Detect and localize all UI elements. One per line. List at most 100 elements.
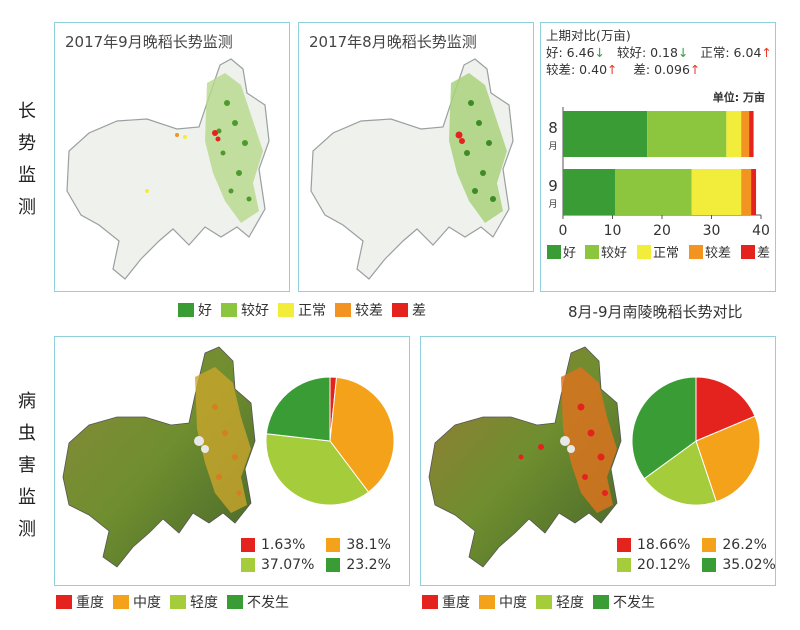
pie-labels-1: 1.63% 38.1% 37.07% 23.2% [241,537,391,573]
side-char: 势 [18,133,36,154]
pie-swatch [617,558,631,572]
legend-swatch [221,303,237,317]
bar-segment [741,169,752,215]
pie-chart-1 [265,376,395,506]
bar-segment [751,169,757,215]
category-label: 9 [548,177,558,195]
growth-legend: 好 较好 正常 较差 差 [178,300,435,320]
bar-segment [726,111,742,157]
legend-swatch [547,245,561,259]
legend-label: 轻度 [556,595,584,611]
legend-label: 重度 [442,595,470,611]
pie-value: 18.66% [637,537,691,553]
pie-label-item: 38.1% [326,537,391,553]
legend-item: 中度 [479,592,527,612]
legend-label: 轻度 [190,595,218,611]
pie-swatch [702,538,717,552]
x-tick-label: 20 [653,223,671,239]
bar-segment [691,169,742,215]
pie-value: 23.2% [346,557,391,573]
pie-value: 1.63% [261,537,306,553]
legend-label: 差 [757,246,770,261]
legend-swatch [479,595,495,609]
compare-item: 好: 6.46 [546,45,595,60]
legend-swatch [227,595,243,609]
legend-swatch [113,595,129,609]
legend-swatch [741,245,755,259]
legend-item: 不发生 [593,592,655,612]
side-char: 测 [18,197,36,218]
pie-value: 35.02% [722,557,776,573]
legend-swatch [170,595,186,609]
compare-item: 正常: 6.04 [700,45,762,60]
map-title: 2017年9月晚稻长势监测 [65,33,233,51]
legend-label: 差 [412,303,426,319]
pie-swatch [702,558,717,572]
pest-panel-1: 1.63% 38.1% 37.07% 23.2% [54,336,410,586]
arrow-down-icon: ↓ [677,45,689,60]
pie-slice [643,440,717,506]
side-char: 长 [18,101,36,122]
bar-segment [563,169,615,215]
map-panel-sep: 2017年9月晚稻长势监测 [54,22,290,292]
compare-summary: 上期对比(万亩) 好: 6.46↓ 较好: 0.18↓ 正常: 6.04↑ 较差… [546,27,772,78]
pie-label-item: 1.63% [241,537,314,553]
bar-segment [563,111,648,157]
legend-label: 较差 [705,246,731,261]
pie-label-item: 18.66% [617,537,690,553]
legend-item: 不发生 [227,592,289,612]
pie-swatch [241,558,255,572]
bar-segment [741,111,750,157]
pie-swatch [326,538,341,552]
compare-panel: 上期对比(万亩) 好: 6.46↓ 较好: 0.18↓ 正常: 6.04↑ 较差… [540,22,776,292]
legend-label: 正常 [298,303,326,319]
pie-slice [265,433,370,506]
legend-label: 不发生 [613,595,655,611]
x-tick-label: 10 [604,223,622,239]
legend-swatch [689,245,703,259]
category-label-suffix: 月 [548,199,557,210]
category-label: 8 [548,119,558,137]
arrow-up-icon: ↑ [761,45,772,60]
legend-item: 正常 [278,300,326,320]
legend-swatch [593,595,609,609]
map-panel-aug: 2017年8月晚稻长势监测 [298,22,534,292]
legend-swatch [585,245,599,259]
compare-row: 较差: 0.40↑ 差: 0.096↑ [546,61,772,78]
side-char: 病 [18,391,36,412]
compare-item: 较差: 0.40 [546,62,608,77]
pie-slice [265,376,331,442]
legend-label: 重度 [76,595,104,611]
pest-map-1 [62,346,256,568]
legend-swatch [56,595,72,609]
pie-label-item: 37.07% [241,557,314,573]
arrow-down-icon: ↓ [594,45,606,60]
legend-swatch [392,303,408,317]
pie-swatch [617,538,631,552]
legend-swatch [422,595,438,609]
pest-legend-1: 重度 中度 轻度 不发生 [56,592,298,612]
x-tick-label: 40 [752,223,770,239]
legend-swatch [178,303,194,317]
pest-legend-2: 重度 中度 轻度 不发生 [422,592,664,612]
x-tick-label: 0 [559,223,568,239]
legend-label: 中度 [499,595,527,611]
pest-side-label: 病 虫 害 监 测 [12,386,42,546]
legend-item: 重度 [56,592,104,612]
legend-item: 重度 [422,592,470,612]
legend-swatch [536,595,552,609]
map-title: 2017年8月晚稻长势监测 [309,33,477,51]
pest-panel-2: 18.66% 26.2% 20.12% 35.02% [420,336,776,586]
pie-value: 20.12% [637,557,691,573]
side-char: 害 [18,455,36,476]
legend-swatch [335,303,351,317]
pie-value: 37.07% [261,557,315,573]
legend-label: 较差 [355,303,383,319]
pie-slice [695,376,756,442]
legend-label: 不发生 [247,595,289,611]
pie-slice [329,376,395,493]
pie-label-item: 23.2% [326,557,391,573]
pie-label-item: 26.2% [702,537,775,553]
legend-item: 轻度 [170,592,218,612]
x-tick-label: 30 [703,223,721,239]
